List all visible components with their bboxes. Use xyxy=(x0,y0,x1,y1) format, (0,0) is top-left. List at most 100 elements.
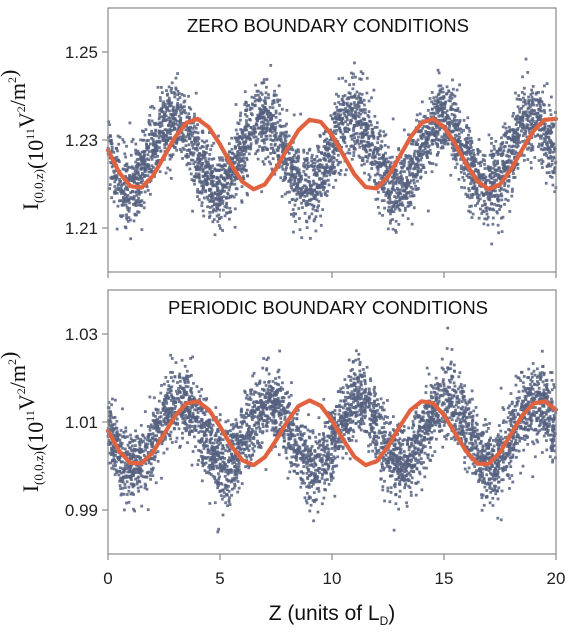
scatter-point xyxy=(440,429,444,432)
scatter-point xyxy=(314,190,318,194)
scatter-point xyxy=(137,210,141,214)
scatter-point xyxy=(376,172,380,175)
scatter-point xyxy=(377,162,381,166)
scatter-point xyxy=(267,109,271,113)
scatter-point xyxy=(122,167,126,171)
scatter-point xyxy=(248,118,252,122)
scatter-point xyxy=(416,179,419,183)
scatter-point xyxy=(475,432,479,436)
scatter-point xyxy=(293,203,297,207)
scatter-point xyxy=(425,138,429,141)
scatter-point xyxy=(352,400,355,404)
scatter-point xyxy=(513,144,517,148)
scatter-point xyxy=(254,152,257,156)
scatter-point xyxy=(346,109,349,112)
scatter-point xyxy=(237,160,241,163)
scatter-point xyxy=(547,138,551,142)
scatter-point xyxy=(297,180,301,184)
scatter-point xyxy=(344,168,348,172)
scatter-point xyxy=(486,165,490,169)
scatter-point xyxy=(521,381,525,385)
scatter-point xyxy=(166,166,170,170)
scatter-point xyxy=(507,144,511,148)
scatter-point xyxy=(260,124,263,128)
scatter-point xyxy=(203,154,206,158)
scatter-point xyxy=(211,210,215,214)
scatter-point xyxy=(274,122,278,125)
scatter-point xyxy=(252,132,256,136)
scatter-point xyxy=(464,410,468,414)
scatter-point xyxy=(221,201,225,205)
scatter-point xyxy=(206,175,209,178)
scatter-point xyxy=(345,383,348,387)
scatter-point xyxy=(307,497,311,501)
scatter-point xyxy=(553,431,556,435)
scatter-point xyxy=(412,152,416,156)
scatter-point xyxy=(460,143,464,147)
scatter-point xyxy=(449,107,453,110)
scatter-point xyxy=(112,200,116,204)
scatter-point xyxy=(367,450,371,453)
scatter-point xyxy=(485,473,489,477)
scatter-point xyxy=(358,92,361,96)
scatter-point xyxy=(244,109,248,112)
scatter-point xyxy=(265,148,269,151)
scatter-point xyxy=(477,138,481,141)
scatter-point xyxy=(318,176,322,180)
scatter-point xyxy=(158,96,162,99)
scatter-point xyxy=(198,179,202,183)
scatter-point xyxy=(216,220,220,223)
scatter-point xyxy=(357,111,361,115)
scatter-point xyxy=(191,153,195,157)
scatter-point xyxy=(147,119,151,122)
scatter-point xyxy=(241,175,245,178)
scatter-point xyxy=(137,163,141,167)
scatter-point xyxy=(208,165,212,168)
scatter-point xyxy=(114,191,118,195)
scatter-point xyxy=(469,143,472,146)
scatter-point xyxy=(212,218,216,221)
scatter-point xyxy=(335,128,339,132)
scatter-point xyxy=(499,187,503,191)
scatter-point xyxy=(357,100,360,104)
scatter-point xyxy=(443,435,446,438)
scatter-point xyxy=(470,204,473,208)
scatter-point xyxy=(526,147,529,151)
scatter-point xyxy=(145,139,149,142)
scatter-point xyxy=(227,211,231,214)
scatter-point xyxy=(318,183,321,187)
scatter-point xyxy=(463,186,466,190)
scatter-point xyxy=(133,201,137,205)
scatter-point xyxy=(442,94,446,98)
scatter-point xyxy=(234,438,238,442)
scatter-point xyxy=(169,177,173,180)
scatter-point xyxy=(458,136,461,139)
scatter-point xyxy=(132,507,135,511)
scatter-point xyxy=(315,173,319,177)
scatter-point xyxy=(388,201,391,205)
scatter-point xyxy=(225,173,229,177)
scatter-point xyxy=(294,173,297,176)
scatter-point xyxy=(327,147,331,151)
scatter-point xyxy=(241,177,245,180)
scatter-point xyxy=(192,175,196,179)
scatter-point xyxy=(440,108,444,111)
scatter-point xyxy=(399,161,402,165)
scatter-point xyxy=(508,155,511,158)
scatter-point xyxy=(116,183,120,187)
scatter-point xyxy=(172,91,176,94)
scatter-point xyxy=(491,166,495,170)
scatter-point xyxy=(305,191,309,195)
scatter-point xyxy=(521,123,525,127)
scatter-point xyxy=(312,480,316,484)
scatter-point xyxy=(133,181,136,184)
scatter-point xyxy=(278,124,282,128)
scatter-point xyxy=(142,151,146,155)
scatter-point xyxy=(309,164,313,167)
scatter-point xyxy=(450,142,454,146)
scatter-point xyxy=(194,160,197,164)
scatter-point xyxy=(157,140,161,144)
scatter-point xyxy=(419,168,423,172)
scatter-point xyxy=(522,111,525,115)
scatter-point xyxy=(115,439,119,443)
